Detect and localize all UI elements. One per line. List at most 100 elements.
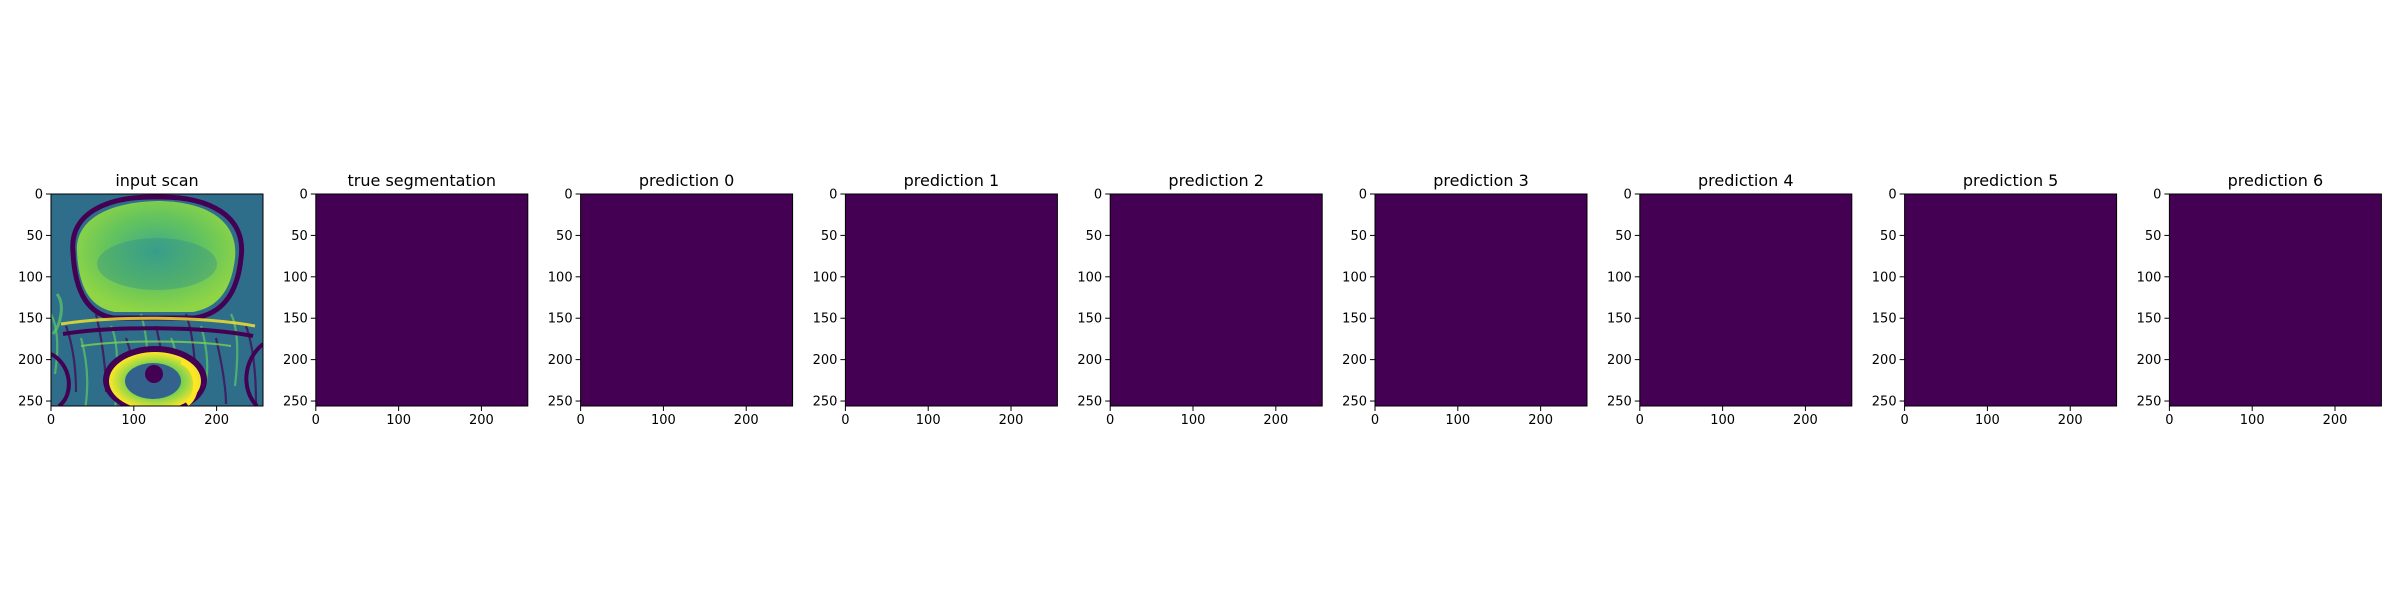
y-tick-label: 250 <box>1342 395 1367 410</box>
y-tick-label: 150 <box>2137 312 2162 327</box>
x-tick-label: 0 <box>1106 413 1114 428</box>
y-tick-label: 50 <box>1350 229 1367 244</box>
y-tick-label: 0 <box>1094 188 1102 203</box>
subplot-true-segmentation: true segmentation 0 100 200 0 50 100 150 200 250 <box>283 171 529 428</box>
subplot-prediction-6: prediction 6 0 100 200 0 50 100 150 200 250 <box>2137 171 2382 428</box>
subplot-title: prediction 3 <box>1433 171 1529 190</box>
x-tick-label: 100 <box>916 413 941 428</box>
y-tick-label: 0 <box>35 188 43 203</box>
subplot-prediction-5: prediction 5 0 100 200 0 50 100 150 200 250 <box>1872 171 2118 428</box>
x-tick-label: 100 <box>1181 413 1206 428</box>
subplot-title: input scan <box>115 171 198 190</box>
y-tick-label: 200 <box>283 353 308 368</box>
x-tick-label: 100 <box>651 413 676 428</box>
mask-image <box>1639 194 1852 406</box>
x-tick-label: 200 <box>2058 413 2083 428</box>
y-tick-label: 100 <box>283 270 308 285</box>
y-tick-label: 100 <box>1077 270 1102 285</box>
y-tick-label: 150 <box>548 312 573 327</box>
y-tick-label: 50 <box>1880 229 1897 244</box>
x-tick-label: 100 <box>386 413 411 428</box>
axes-frame <box>1639 193 1853 407</box>
mask-image <box>1904 194 2117 406</box>
axes-frame <box>315 193 529 407</box>
subplot-prediction-4: prediction 4 0 100 200 0 50 100 150 200 250 <box>1607 171 1853 428</box>
x-tick-label: 200 <box>1263 413 1288 428</box>
y-tick-label: 0 <box>1624 188 1632 203</box>
mask-image <box>2169 194 2382 406</box>
y-tick-label: 100 <box>548 270 573 285</box>
y-tick-label: 250 <box>1077 395 1102 410</box>
y-tick-label: 250 <box>2137 395 2162 410</box>
x-tick-label: 0 <box>1900 413 1908 428</box>
x-tick-label: 0 <box>2165 413 2173 428</box>
x-tick-label: 200 <box>1793 413 1818 428</box>
y-tick-label: 200 <box>1077 353 1102 368</box>
y-tick-label: 150 <box>1872 312 1897 327</box>
y-tick-label: 150 <box>18 312 43 327</box>
subplot-title: prediction 2 <box>1168 171 1264 190</box>
x-tick-label: 0 <box>312 413 320 428</box>
x-tick-label: 100 <box>1445 413 1470 428</box>
x-tick-label: 100 <box>121 413 146 428</box>
subplot-prediction-0: prediction 0 0 100 200 0 50 100 150 200 250 <box>548 171 794 428</box>
y-tick-label: 150 <box>1342 312 1367 327</box>
axes-frame <box>1109 193 1323 407</box>
axes-frame <box>1904 193 2118 407</box>
mask-image <box>1110 194 1323 406</box>
y-tick-label: 200 <box>18 353 43 368</box>
subplot-prediction-1: prediction 1 0 100 200 0 50 100 150 200 250 <box>813 171 1058 428</box>
y-tick-label: 50 <box>291 229 308 244</box>
y-tick-label: 0 <box>1888 188 1896 203</box>
subplot-title: prediction 5 <box>1963 171 2059 190</box>
y-tick-label: 250 <box>548 395 573 410</box>
y-tick-label: 50 <box>26 229 43 244</box>
y-tick-label: 50 <box>1615 229 1632 244</box>
x-tick-label: 200 <box>2323 413 2348 428</box>
x-tick-label: 200 <box>999 413 1024 428</box>
y-tick-label: 100 <box>1607 270 1632 285</box>
x-tick-label: 0 <box>841 413 849 428</box>
y-tick-label: 100 <box>18 270 43 285</box>
y-tick-label: 100 <box>1872 270 1897 285</box>
x-tick-label: 200 <box>204 413 229 428</box>
y-tick-label: 250 <box>813 395 838 410</box>
x-tick-label: 0 <box>1636 413 1644 428</box>
x-tick-label: 0 <box>47 413 55 428</box>
y-tick-label: 100 <box>2137 270 2162 285</box>
subplot-title: prediction 1 <box>904 171 1000 190</box>
subplot-prediction-2: prediction 2 0 100 200 0 50 100 150 200 250 <box>1077 171 1323 428</box>
y-tick-label: 200 <box>1342 353 1367 368</box>
y-tick-label: 200 <box>548 353 573 368</box>
y-tick-label: 200 <box>2137 353 2162 368</box>
mask-image <box>845 194 1058 406</box>
x-tick-label: 200 <box>734 413 759 428</box>
y-tick-label: 250 <box>18 395 43 410</box>
axes-frame <box>50 193 264 407</box>
axes-frame <box>580 193 794 407</box>
y-tick-label: 0 <box>829 188 837 203</box>
subplot-input-scan: input scan 0 100 200 0 50 100 150 200 250 <box>18 171 264 428</box>
y-tick-label: 250 <box>283 395 308 410</box>
y-tick-label: 200 <box>1872 353 1897 368</box>
y-tick-label: 50 <box>2145 229 2162 244</box>
x-tick-label: 200 <box>1528 413 1553 428</box>
y-tick-label: 100 <box>1342 270 1367 285</box>
scan-image <box>51 194 263 406</box>
subplot-title: prediction 6 <box>2228 171 2324 190</box>
y-tick-label: 200 <box>1607 353 1632 368</box>
y-tick-label: 150 <box>813 312 838 327</box>
y-tick-label: 100 <box>813 270 838 285</box>
axes-frame <box>2168 193 2382 407</box>
subplot-prediction-3: prediction 3 0 100 200 0 50 100 150 200 250 <box>1342 171 1588 428</box>
mask-image <box>580 194 793 406</box>
x-tick-label: 0 <box>576 413 584 428</box>
y-tick-label: 150 <box>1077 312 1102 327</box>
y-tick-label: 150 <box>283 312 308 327</box>
y-tick-label: 0 <box>1359 188 1367 203</box>
y-tick-label: 50 <box>1086 229 1103 244</box>
axes-frame <box>1374 193 1588 407</box>
x-tick-label: 100 <box>1710 413 1735 428</box>
